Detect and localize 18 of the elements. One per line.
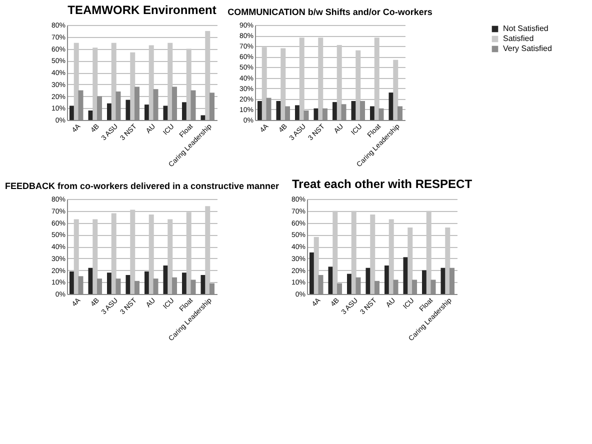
bar: [310, 252, 314, 294]
bar: [258, 101, 262, 120]
legend-label: Very Satisfied: [503, 44, 552, 53]
bar: [384, 266, 390, 294]
bar: [144, 271, 150, 294]
bar: [70, 271, 74, 294]
chart-title: FEEDBACK from co-workers delivered in a constructive manner: [4, 181, 280, 191]
bar: [332, 102, 338, 120]
chart-title: COMMUNICATION b/w Shifts and/or Co-workers: [228, 7, 432, 17]
bar: [295, 105, 300, 120]
legend-label: Not Satisfied: [503, 24, 548, 33]
legend-label: Satisfied: [503, 34, 534, 43]
chart-title: TEAMWORK Environment: [68, 3, 216, 17]
bar: [144, 104, 150, 120]
bar: [182, 102, 187, 120]
bar: [182, 272, 187, 294]
chart-title: Treat each other with RESPECT: [292, 177, 473, 191]
bar: [107, 272, 112, 294]
